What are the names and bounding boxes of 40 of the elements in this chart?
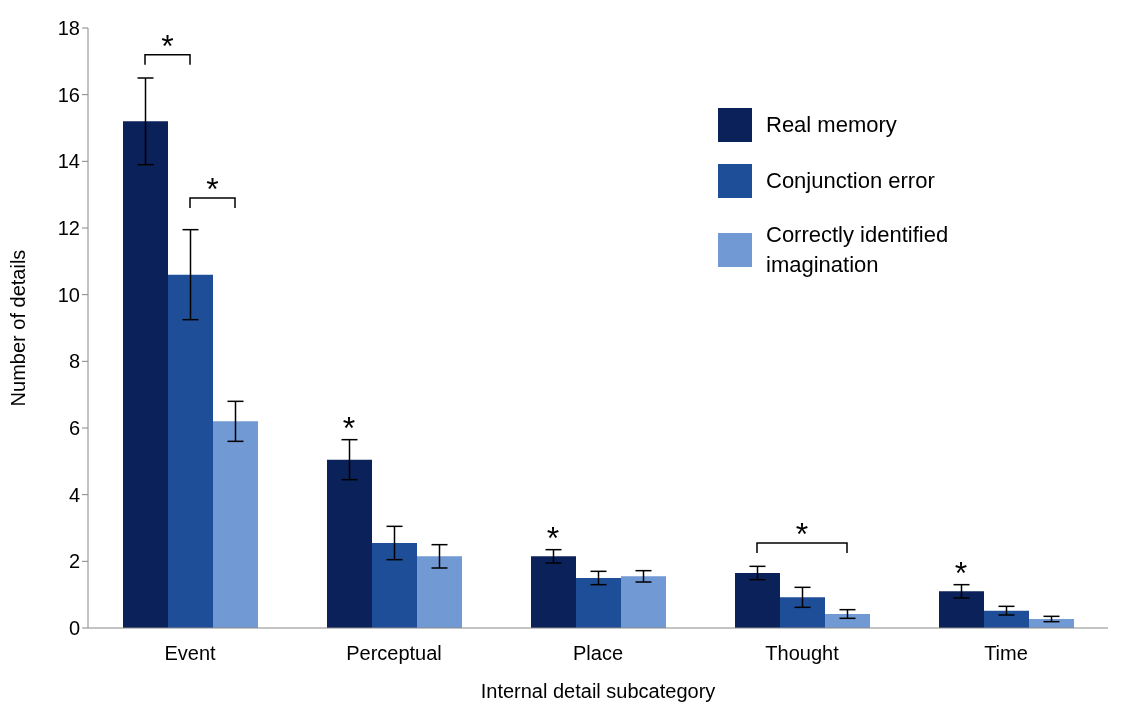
annotation: * — [342, 410, 356, 446]
y-tick-label: 10 — [57, 283, 80, 306]
x-tick-label: Time — [984, 642, 1028, 665]
y-tick-label: 14 — [57, 150, 80, 173]
legend-label: Correctly identified imagination — [766, 221, 950, 279]
annotation: * — [795, 516, 809, 552]
y-tick-label: 2 — [68, 550, 80, 573]
y-tick-label: 0 — [68, 617, 80, 640]
bar — [168, 274, 213, 628]
bar — [123, 121, 168, 628]
annotation: * — [161, 27, 174, 64]
x-tick-label: Perceptual — [346, 642, 442, 665]
bar — [621, 576, 666, 628]
x-axis-title: Internal detail subcategory — [480, 680, 716, 702]
y-tick-label: 18 — [57, 17, 80, 40]
annotation: * — [546, 520, 560, 556]
bar — [939, 591, 984, 628]
legend-label: Conjunction error — [766, 167, 935, 195]
bar — [780, 597, 825, 628]
bar — [531, 556, 576, 628]
bar — [327, 459, 372, 628]
bar — [825, 614, 870, 628]
y-tick-label: 16 — [57, 83, 80, 106]
y-axis-title: Number of details — [7, 249, 30, 407]
bar — [984, 610, 1029, 628]
legend-label: Real memory — [766, 111, 897, 139]
x-tick-label: Place — [572, 642, 624, 665]
y-tick-label: 12 — [57, 217, 80, 240]
bar — [372, 543, 417, 628]
annotation: * — [954, 555, 968, 591]
y-tick-label: 4 — [68, 483, 80, 506]
bar — [417, 556, 462, 628]
bar — [576, 578, 621, 628]
x-tick-label: Thought — [765, 642, 840, 665]
y-tick-label: 6 — [68, 417, 80, 440]
y-tick-label: 8 — [68, 350, 80, 373]
annotation: * — [206, 171, 219, 207]
bar — [213, 421, 258, 628]
x-tick-label: Event — [164, 642, 217, 665]
bar — [735, 573, 780, 628]
